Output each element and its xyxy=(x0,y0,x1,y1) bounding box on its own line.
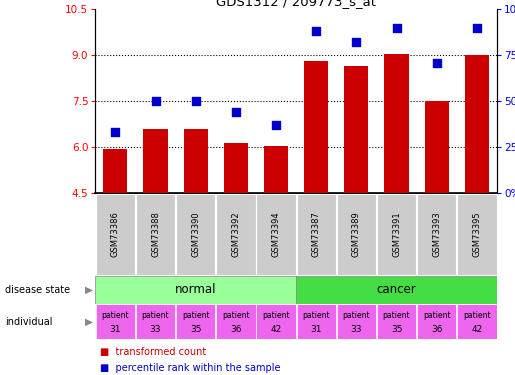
Text: patient: patient xyxy=(101,310,129,320)
Text: 33: 33 xyxy=(351,325,362,334)
Text: 36: 36 xyxy=(431,325,442,334)
Text: 33: 33 xyxy=(150,325,161,334)
Bar xyxy=(377,304,416,339)
Bar xyxy=(176,194,215,275)
Text: GSM73393: GSM73393 xyxy=(432,211,441,257)
Text: 31: 31 xyxy=(311,325,322,334)
Point xyxy=(352,39,360,45)
Text: cancer: cancer xyxy=(376,283,417,296)
Text: GSM73390: GSM73390 xyxy=(191,211,200,257)
Text: GSM73394: GSM73394 xyxy=(271,211,281,257)
Text: 35: 35 xyxy=(391,325,402,334)
Point xyxy=(151,98,160,104)
Text: GSM73386: GSM73386 xyxy=(111,211,120,257)
Bar xyxy=(104,149,127,193)
Bar xyxy=(95,276,296,304)
Bar xyxy=(256,304,296,339)
Text: patient: patient xyxy=(142,310,169,320)
Bar xyxy=(297,194,336,275)
Text: patient: patient xyxy=(463,310,491,320)
Text: patient: patient xyxy=(222,310,250,320)
Text: ▶: ▶ xyxy=(85,316,93,327)
Bar xyxy=(216,304,255,339)
Text: 35: 35 xyxy=(190,325,201,334)
Text: patient: patient xyxy=(182,310,210,320)
Bar xyxy=(216,194,255,275)
Text: GSM73387: GSM73387 xyxy=(312,211,321,257)
Point xyxy=(192,98,200,104)
Bar xyxy=(417,194,456,275)
Text: ▶: ▶ xyxy=(85,285,93,295)
Point xyxy=(433,60,441,66)
Text: 42: 42 xyxy=(471,325,483,334)
Text: ■  transformed count: ■ transformed count xyxy=(100,347,207,357)
Bar xyxy=(304,62,328,193)
Bar xyxy=(184,129,208,193)
Text: disease state: disease state xyxy=(5,285,70,295)
Text: GSM73388: GSM73388 xyxy=(151,211,160,257)
Bar xyxy=(176,304,215,339)
Text: 31: 31 xyxy=(110,325,121,334)
Text: individual: individual xyxy=(5,316,53,327)
Bar xyxy=(136,194,175,275)
Bar xyxy=(96,194,135,275)
Text: GSM73392: GSM73392 xyxy=(231,211,241,257)
Text: ■  percentile rank within the sample: ■ percentile rank within the sample xyxy=(100,363,281,373)
Text: patient: patient xyxy=(383,310,410,320)
Text: patient: patient xyxy=(262,310,290,320)
Bar xyxy=(377,194,416,275)
Bar xyxy=(457,304,496,339)
Point xyxy=(473,25,481,31)
Bar xyxy=(337,194,376,275)
Point xyxy=(232,109,240,115)
Text: GSM73391: GSM73391 xyxy=(392,211,401,257)
Bar xyxy=(297,304,336,339)
Bar xyxy=(224,142,248,193)
Title: GDS1312 / 209773_s_at: GDS1312 / 209773_s_at xyxy=(216,0,376,8)
Bar xyxy=(385,54,408,193)
Bar xyxy=(96,304,135,339)
Point xyxy=(392,25,401,31)
Point xyxy=(272,122,280,128)
Bar xyxy=(345,66,368,193)
Bar xyxy=(465,56,489,193)
Text: 42: 42 xyxy=(270,325,282,334)
Bar xyxy=(425,101,449,193)
Point xyxy=(111,129,119,135)
Bar xyxy=(457,194,496,275)
Text: patient: patient xyxy=(302,310,330,320)
Bar xyxy=(144,129,167,193)
Bar xyxy=(264,146,288,193)
Bar xyxy=(337,304,376,339)
Text: 36: 36 xyxy=(230,325,242,334)
Text: patient: patient xyxy=(342,310,370,320)
Text: GSM73395: GSM73395 xyxy=(472,211,482,257)
Bar xyxy=(256,194,296,275)
Text: GSM73389: GSM73389 xyxy=(352,211,361,257)
Bar xyxy=(296,276,497,304)
Text: patient: patient xyxy=(423,310,451,320)
Point xyxy=(312,28,320,34)
Bar xyxy=(417,304,456,339)
Bar xyxy=(136,304,175,339)
Text: normal: normal xyxy=(175,283,216,296)
